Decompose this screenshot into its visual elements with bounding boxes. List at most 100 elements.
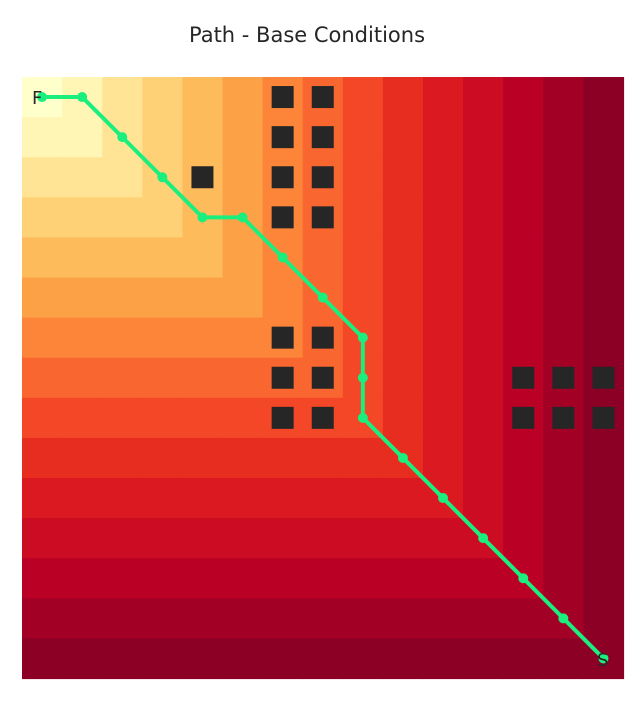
heatmap-cell (62, 277, 103, 319)
heatmap-cell (463, 77, 504, 118)
heatmap-cell (22, 437, 63, 479)
heatmap-cell (463, 437, 504, 479)
path-waypoint (438, 493, 449, 504)
heatmap-cell (102, 437, 143, 479)
heatmap-cell (342, 437, 384, 479)
heatmap-cell (262, 478, 304, 519)
heatmap-cell (222, 638, 264, 680)
path-waypoint (558, 613, 569, 624)
obstacle-cell (271, 206, 294, 229)
heatmap-cell (382, 478, 424, 519)
heatmap-cell (583, 277, 625, 319)
heatmap-cell (342, 558, 384, 599)
obstacle-cell (311, 86, 334, 109)
path-waypoint (598, 653, 609, 664)
heatmap-cell (142, 478, 183, 519)
heatmap-cell (142, 317, 183, 359)
heatmap-cell (142, 117, 183, 158)
heatmap-cell (222, 437, 264, 479)
heatmap-cell (543, 77, 584, 118)
heatmap-cell (503, 157, 544, 198)
heatmap-cell (22, 598, 63, 639)
heatmap-cell (583, 77, 625, 118)
heatmap-cell (382, 277, 424, 319)
heatmap-cell (342, 598, 384, 639)
heatmap-cell (503, 638, 544, 680)
obstacle-cell (311, 326, 334, 349)
heatmap-cell (22, 197, 63, 238)
heatmap-cell (22, 357, 63, 399)
heatmap-cell (182, 277, 224, 319)
heatmap-cell (102, 157, 143, 198)
heatmap-cell (583, 598, 625, 639)
obstacle-cell (191, 166, 214, 189)
heatmap-cell (342, 277, 384, 319)
obstacle-cell (271, 86, 294, 109)
heatmap-cell (583, 558, 625, 599)
heatmap-cell (302, 638, 344, 680)
heatmap-cell (22, 117, 63, 158)
heatmap-cell (583, 478, 625, 519)
heatmap-cell (543, 117, 584, 158)
heatmap-cell (503, 277, 544, 319)
path-waypoint (237, 212, 248, 223)
heatmap-cell (463, 558, 504, 599)
heatmap-cell (503, 77, 544, 118)
heatmap-cell (342, 478, 384, 519)
heatmap-cell (142, 77, 183, 118)
heatmap-cell (463, 117, 504, 158)
heatmap-cell (62, 117, 103, 158)
heatmap-cell (583, 237, 625, 279)
heatmap-cell (423, 397, 464, 439)
heatmap-cell (262, 518, 304, 559)
heatmap-cell (423, 638, 464, 680)
heatmap-cell (503, 478, 544, 519)
heatmap-cell (62, 397, 103, 439)
heatmap-cell (423, 317, 464, 359)
heatmap-cell (423, 77, 464, 118)
obstacle-cell (311, 406, 334, 429)
heatmap-cell (62, 638, 103, 680)
path-waypoint (357, 412, 368, 423)
heatmap-cell (142, 598, 183, 639)
heatmap-cell (102, 357, 143, 399)
heatmap-cell (503, 437, 544, 479)
path-waypoint (77, 92, 88, 103)
path-waypoint (357, 332, 368, 343)
obstacle-cell (512, 366, 535, 389)
heatmap-cell (382, 357, 424, 399)
heatmap-cell (342, 197, 384, 238)
heatmap-cell (62, 237, 103, 279)
heatmap-cell (302, 478, 344, 519)
heatmap-cell (222, 317, 264, 359)
heatmap-cell (62, 157, 103, 198)
heatmap-cell (463, 598, 504, 639)
heatmap-cell (102, 478, 143, 519)
heatmap-cell (463, 157, 504, 198)
heatmap-cell (22, 317, 63, 359)
path-waypoints (37, 92, 609, 664)
heatmap-cell (543, 237, 584, 279)
heatmap-cell (22, 638, 63, 680)
obstacle-cell (552, 366, 575, 389)
path-waypoint (397, 452, 408, 463)
obstacle-cell (271, 326, 294, 349)
heatmap-cell (543, 157, 584, 198)
heatmap-cell (342, 518, 384, 559)
start-marker-label: S (597, 650, 608, 671)
heatmap-cell (382, 518, 424, 559)
obstacle-cell (311, 166, 334, 189)
heatmap-cell (583, 157, 625, 198)
heatmap-cell (22, 237, 63, 279)
heatmap-cell (463, 478, 504, 519)
heatmap-cell (142, 197, 183, 238)
heatmap-cell (382, 77, 424, 118)
heatmap-cell (503, 197, 544, 238)
heatmap-cell (62, 478, 103, 519)
heatmap-cell (423, 157, 464, 198)
heatmap-cell (382, 237, 424, 279)
heatmap-cell (182, 598, 224, 639)
heatmap-cell (382, 157, 424, 198)
heatmap-cell (302, 518, 344, 559)
